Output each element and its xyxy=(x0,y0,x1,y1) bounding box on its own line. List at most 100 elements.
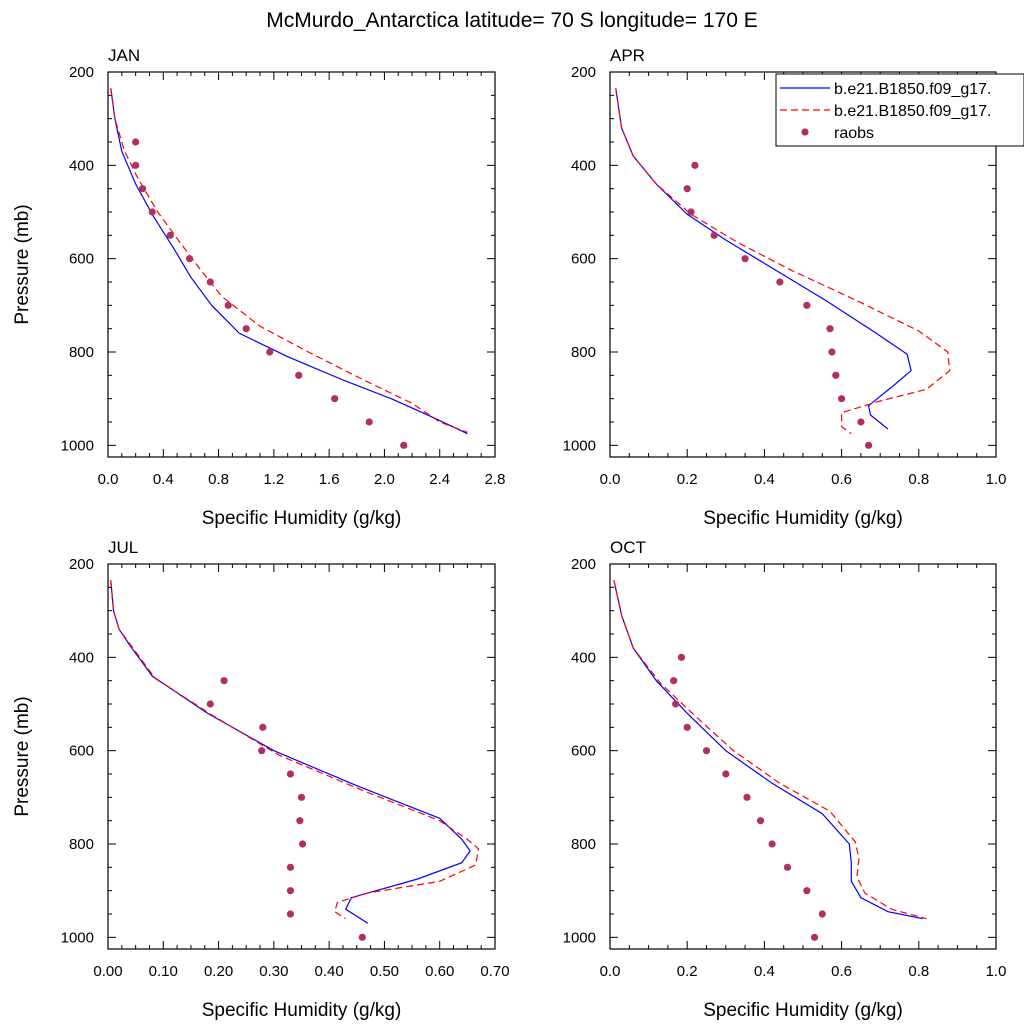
x-tick-label: 0.00 xyxy=(93,963,122,980)
x-tick-label: 0.0 xyxy=(98,471,119,488)
raobs-point xyxy=(295,371,303,379)
y-tick-label: 200 xyxy=(69,556,94,573)
x-tick-label: 0.20 xyxy=(204,963,233,980)
raobs-point xyxy=(400,441,408,449)
y-tick-label: 400 xyxy=(69,157,94,174)
raobs-point xyxy=(286,910,295,918)
model-line-solid xyxy=(613,580,923,920)
y-tick-label: 200 xyxy=(571,556,596,573)
y-tick-label: 600 xyxy=(571,251,596,268)
legend-marker-raobs xyxy=(801,128,809,136)
raobs-point xyxy=(818,910,826,918)
y-tick-label: 1000 xyxy=(563,437,596,454)
y-tick-label: 400 xyxy=(69,649,94,666)
raobs-point xyxy=(132,161,140,169)
raobs-point xyxy=(838,395,846,403)
model-line-solid xyxy=(110,88,468,435)
x-tick-label: 0.30 xyxy=(259,963,288,980)
x-tick-label: 1.0 xyxy=(986,963,1007,980)
raobs-point xyxy=(138,185,147,193)
raobs-point xyxy=(803,887,811,895)
raobs-point xyxy=(242,325,250,333)
y-tick-label: 400 xyxy=(571,157,596,174)
x-tick-label: 0.6 xyxy=(831,471,852,488)
raobs-point xyxy=(220,677,228,685)
panel-oct: 0.0 0.2 0.4 0.6 0.8 1.0 200 400 600 800 1000 OCT Spe… xyxy=(563,538,1007,1021)
legend-label: b.e21.B1850.f09_g17. xyxy=(834,103,991,120)
x-tick-label: 0.10 xyxy=(149,963,178,980)
panel-apr: 0.0 0.2 0.4 0.6 0.8 1.0 200 400 600 800 1000 APR Spe… xyxy=(563,46,1007,529)
panel-title: APR xyxy=(610,46,645,65)
y-axis-label: Pressure (mb) xyxy=(12,696,33,816)
plot-frame xyxy=(609,563,997,950)
raobs-point xyxy=(206,278,214,286)
x-axis-label: Specific Humidity (g/kg) xyxy=(202,1000,402,1021)
raobs-point xyxy=(286,863,295,871)
raobs-point xyxy=(826,325,834,333)
raobs-point xyxy=(206,700,214,708)
x-tick-label: 1.6 xyxy=(319,471,340,488)
x-tick-label: 0.2 xyxy=(677,963,698,980)
x-tick-label: 0.4 xyxy=(153,471,174,488)
x-axis-label: Specific Humidity (g/kg) xyxy=(703,1000,903,1021)
raobs-point xyxy=(365,418,373,426)
raobs-point xyxy=(331,395,339,403)
x-tick-label: 0.8 xyxy=(208,471,229,488)
y-tick-label: 1000 xyxy=(61,437,94,454)
y-tick-label: 600 xyxy=(571,743,596,760)
raobs-point xyxy=(810,933,819,941)
x-tick-label: 1.0 xyxy=(986,471,1007,488)
legend: b.e21.B1850.f09_g17. b.e21.B1850.f09_g17.… xyxy=(775,73,1024,147)
raobs-point xyxy=(828,348,836,356)
raobs-point xyxy=(670,677,678,685)
raobs-point xyxy=(224,301,232,309)
raobs-point xyxy=(710,231,718,239)
legend-label: b.e21.B1850.f09_g17. xyxy=(834,81,991,98)
panels-group: 0.0 0.4 0.8 1.2 1.6 2.0 2.4 2.8 200 400 600 800 1000… xyxy=(12,46,1006,1021)
y-tick-label: 600 xyxy=(69,743,94,760)
raobs-point xyxy=(132,138,140,146)
x-tick-label: 0.8 xyxy=(908,471,929,488)
panel-title: OCT xyxy=(610,538,646,557)
model-line-dashed xyxy=(613,580,927,920)
raobs-point xyxy=(148,208,156,216)
raobs-point xyxy=(691,161,699,169)
y-tick-label: 400 xyxy=(571,649,596,666)
y-axis-label: Pressure (mb) xyxy=(12,204,33,324)
panel-title: JUL xyxy=(108,538,138,557)
raobs-point xyxy=(687,208,695,216)
raobs-point xyxy=(185,255,194,263)
raobs-point xyxy=(702,747,711,755)
x-tick-label: 0.0 xyxy=(600,471,621,488)
y-tick-label: 600 xyxy=(69,251,94,268)
x-tick-label: 0.50 xyxy=(370,963,399,980)
model-line-dashed xyxy=(110,88,468,433)
raobs-point xyxy=(297,793,306,801)
x-tick-label: 2.0 xyxy=(374,471,395,488)
raobs-point xyxy=(266,348,274,356)
raobs-point xyxy=(166,231,174,239)
y-tick-label: 200 xyxy=(69,64,94,81)
x-tick-label: 2.4 xyxy=(429,471,450,488)
x-tick-label: 0.2 xyxy=(677,471,698,488)
raobs-point xyxy=(286,887,295,895)
raobs-point xyxy=(258,747,266,755)
y-tick-label: 1000 xyxy=(61,929,94,946)
legend-label: raobs xyxy=(834,125,874,142)
x-tick-label: 0.70 xyxy=(480,963,509,980)
raobs-point xyxy=(286,770,295,778)
plot-frame xyxy=(107,71,496,458)
x-tick-label: 0.0 xyxy=(600,963,621,980)
raobs-point xyxy=(259,723,267,731)
panel-jul: 0.00 0.10 0.20 0.30 0.40 0.50 0.60 0.70 200 400 60… xyxy=(12,538,510,1021)
x-tick-label: 2.8 xyxy=(485,471,506,488)
x-axis-label: Specific Humidity (g/kg) xyxy=(703,508,903,529)
raobs-point xyxy=(783,863,792,871)
y-tick-label: 800 xyxy=(69,344,94,361)
x-tick-label: 0.60 xyxy=(425,963,454,980)
model-line-solid xyxy=(110,580,471,924)
raobs-point xyxy=(857,418,865,426)
y-tick-label: 1000 xyxy=(563,929,596,946)
chart-title: McMurdo_Antarctica latitude= 70 S longit… xyxy=(266,9,757,32)
raobs-point xyxy=(865,441,873,449)
